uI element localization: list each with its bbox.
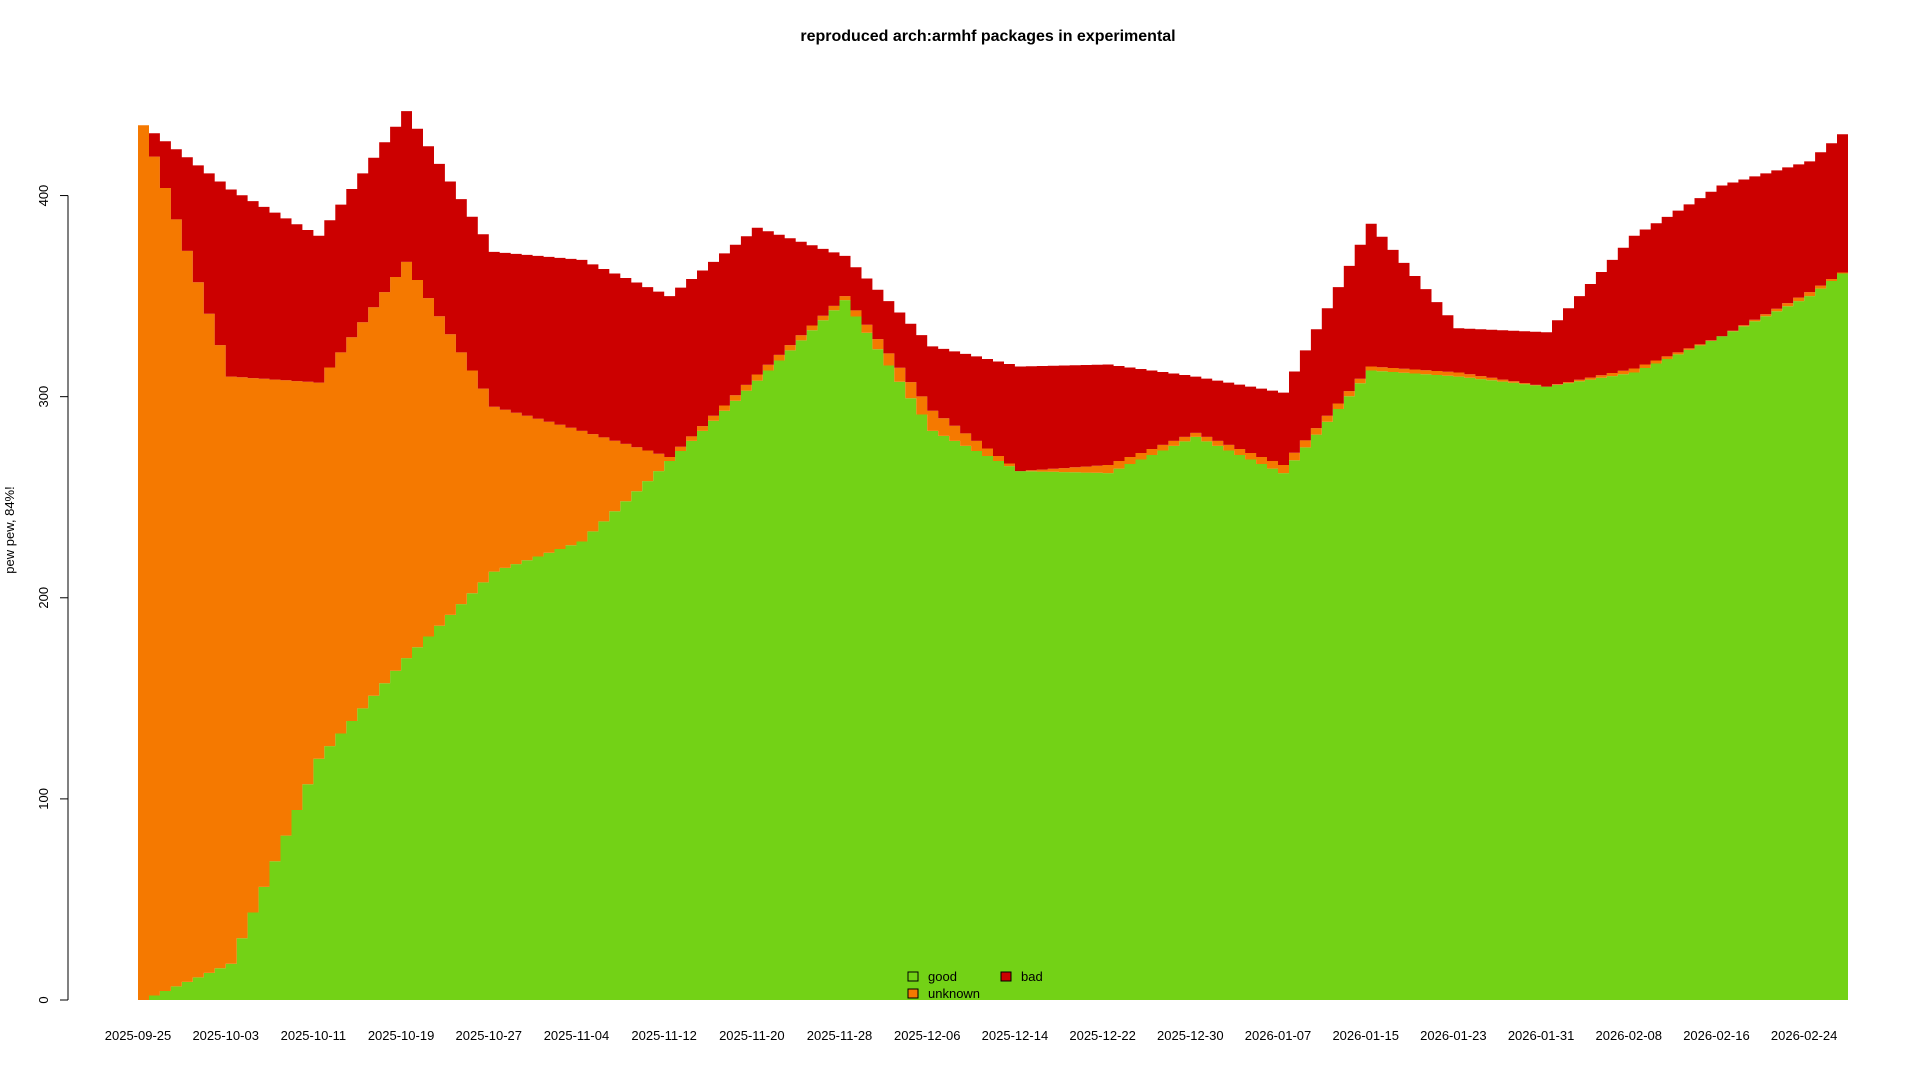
x-tick-label: 2026-02-16 bbox=[1683, 1028, 1750, 1043]
x-tick-label: 2025-09-25 bbox=[105, 1028, 172, 1043]
series-area-unknown bbox=[138, 125, 1848, 1000]
x-axis: 2025-09-25 2025-10-03 2025-10-11 2025-10-19… bbox=[105, 1028, 1838, 1043]
legend-swatch-bad bbox=[1000, 971, 1012, 982]
x-tick-label: 2025-10-19 bbox=[368, 1028, 435, 1043]
x-tick-label: 2025-12-30 bbox=[1157, 1028, 1224, 1043]
x-tick-label: 2026-01-31 bbox=[1508, 1028, 1575, 1043]
x-tick-label: 2025-10-27 bbox=[456, 1028, 523, 1043]
chart-areas bbox=[138, 111, 1848, 1000]
x-tick-label: 2026-01-15 bbox=[1332, 1028, 1399, 1043]
x-tick-label: 2025-11-04 bbox=[544, 1028, 610, 1043]
y-tick-label: 400 bbox=[36, 185, 51, 207]
y-tick-label: 200 bbox=[36, 587, 51, 609]
x-tick-label: 2025-12-06 bbox=[894, 1028, 961, 1043]
legend-label-unknown: unknown bbox=[928, 986, 980, 1001]
x-tick-label: 2025-12-14 bbox=[982, 1028, 1049, 1043]
y-axis: 0 100 200 300 400 bbox=[36, 185, 69, 1004]
legend-swatch-good bbox=[907, 971, 919, 982]
x-tick-label: 2026-02-08 bbox=[1596, 1028, 1663, 1043]
series-area-good bbox=[138, 273, 1848, 1000]
y-tick-label: 100 bbox=[36, 788, 51, 810]
x-tick-label: 2025-10-03 bbox=[192, 1028, 259, 1043]
series-area-bad bbox=[138, 111, 1848, 472]
legend: good unknown bad bbox=[907, 969, 1043, 1001]
x-tick-label: 2025-10-11 bbox=[281, 1028, 347, 1043]
y-axis-label: pew pew, 84%! bbox=[2, 486, 17, 573]
x-tick-label: 2025-11-20 bbox=[719, 1028, 785, 1043]
x-tick-label: 2026-01-23 bbox=[1420, 1028, 1487, 1043]
legend-label-good: good bbox=[928, 969, 957, 984]
legend-swatch-unknown bbox=[907, 988, 919, 999]
x-tick-label: 2025-11-28 bbox=[807, 1028, 873, 1043]
chart-title: reproduced arch:armhf packages in experi… bbox=[800, 28, 1175, 45]
y-tick-label: 0 bbox=[36, 996, 51, 1003]
x-tick-label: 2026-01-07 bbox=[1245, 1028, 1312, 1043]
y-tick-label: 300 bbox=[36, 386, 51, 408]
x-tick-label: 2025-12-22 bbox=[1069, 1028, 1136, 1043]
x-tick-label: 2026-02-24 bbox=[1771, 1028, 1838, 1043]
legend-label-bad: bad bbox=[1021, 969, 1043, 984]
x-tick-label: 2025-11-12 bbox=[631, 1028, 697, 1043]
